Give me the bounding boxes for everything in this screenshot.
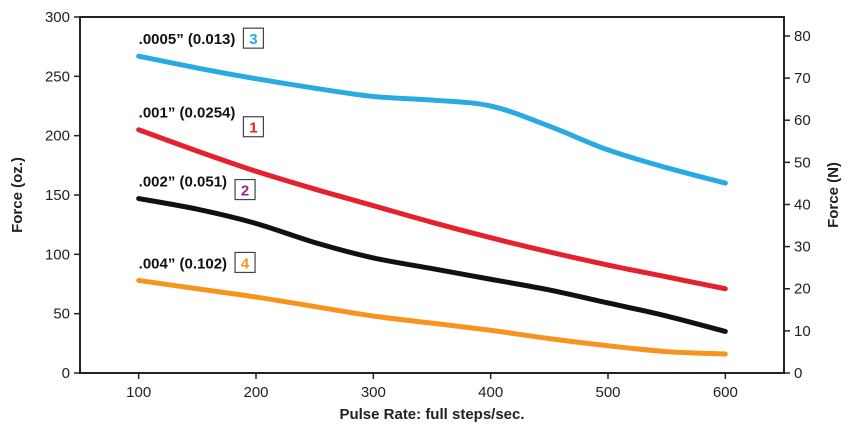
- series-badge-box-1: [242, 116, 265, 138]
- x-axis-title: Pulse Rate: full steps/sec.: [339, 406, 524, 423]
- left-y-axis: 0 50 100 150 200 250 300: [45, 9, 80, 382]
- right-y-axis: 0 10 20 30 40 50 60 70 80: [784, 28, 811, 382]
- y2-tick-label: 60: [794, 112, 811, 129]
- series-badge-number-1: 1: [249, 120, 257, 137]
- y-tick-label: 250: [45, 68, 70, 85]
- series-lines: [136, 53, 728, 357]
- y-axis-title-left: Force (oz.): [9, 157, 26, 233]
- series-labels: .0005” (0.013) 3 .001” (0.0254) 1 .002” (0.0…: [139, 27, 265, 274]
- y-tick-label: 100: [45, 246, 70, 263]
- y2-tick-label: 0: [794, 365, 802, 382]
- y-tick-label: 50: [53, 306, 70, 323]
- y-tick-label: 0: [62, 365, 70, 382]
- y-tick-label: 150: [45, 187, 70, 204]
- y2-tick-label: 30: [794, 239, 811, 256]
- x-tick-label: 200: [243, 384, 268, 401]
- x-tick-label: 600: [713, 384, 738, 401]
- series-line-3: [136, 53, 728, 186]
- series-line-1: [136, 127, 728, 292]
- series-line-2: [136, 196, 728, 334]
- y-tick-label: 200: [45, 128, 70, 145]
- series-badge-box-4: [234, 251, 256, 274]
- x-tick-label: 300: [361, 384, 386, 401]
- y2-tick-label: 20: [794, 281, 811, 298]
- x-axis: 100 200 300 400 500 600: [126, 373, 738, 401]
- series-label-1: .001” (0.0254): [139, 105, 236, 122]
- series-badge-number-3: 3: [249, 31, 257, 48]
- series-badge-box-3: [242, 27, 265, 49]
- y2-tick-label: 70: [794, 70, 811, 87]
- x-tick-label: 400: [478, 384, 503, 401]
- y-axis-title-right: Force (N): [825, 162, 842, 228]
- series-line-4: [136, 277, 728, 357]
- series-label-4: .004” (0.102): [139, 255, 227, 272]
- y2-tick-label: 40: [794, 196, 811, 213]
- series-badge-number-2: 2: [241, 183, 249, 200]
- x-tick-label: 100: [126, 384, 151, 401]
- x-tick-label: 500: [595, 384, 620, 401]
- series-badge-box-2: [234, 178, 256, 201]
- y-tick-label: 300: [45, 9, 70, 26]
- y2-tick-label: 50: [794, 154, 811, 171]
- y2-tick-label: 80: [794, 28, 811, 45]
- y2-tick-label: 10: [794, 323, 811, 340]
- series-label-3: .0005” (0.013): [139, 31, 236, 48]
- series-badge-number-4: 4: [241, 255, 250, 272]
- series-label-2: .002” (0.051): [139, 174, 227, 191]
